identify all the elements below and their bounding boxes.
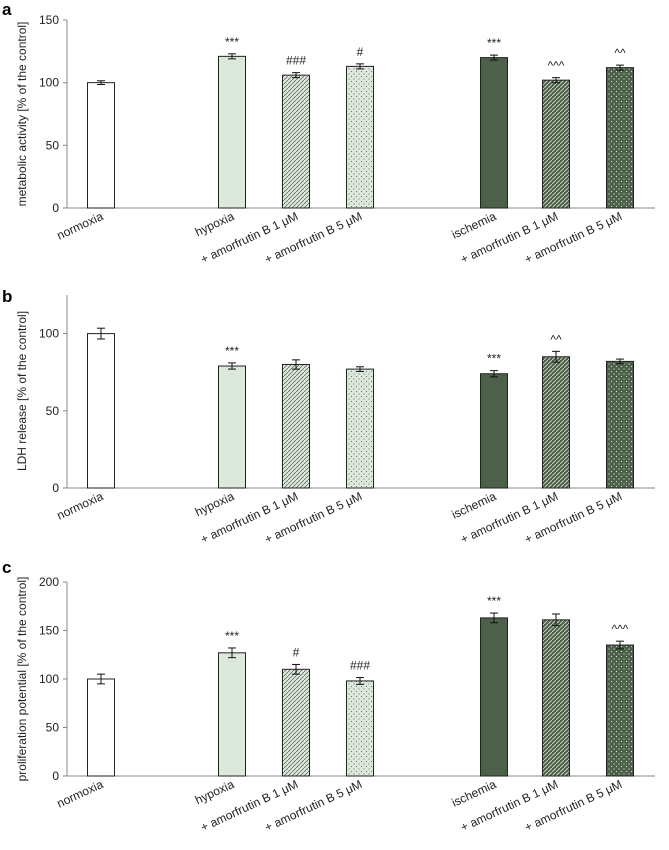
significance-label: ***: [487, 36, 501, 50]
bar: [218, 365, 246, 489]
y-tick-label: 150: [39, 624, 59, 638]
category-label: hypoxia: [193, 489, 237, 519]
bar: [480, 617, 508, 777]
y-axis-label: metabolic activity [% of the control]: [15, 22, 29, 207]
bar: [87, 82, 115, 209]
bar: [346, 368, 374, 489]
significance-label: ***: [225, 35, 239, 49]
category-label: normoxia: [55, 209, 106, 243]
category-label: ischemia: [449, 489, 498, 522]
panel-label: b: [2, 287, 12, 306]
chart-panel-b: b 0 50 100 LDH release [% of the control] nor…: [2, 287, 655, 546]
bar: [606, 67, 634, 209]
bar: [87, 333, 115, 489]
significance-label: ^^^: [612, 622, 629, 636]
category-label: ischemia: [449, 209, 498, 242]
significance-label: ***: [225, 629, 239, 643]
y-tick-label: 200: [39, 575, 59, 589]
chart-panel-a: a 0 50 100 150 metabolic activity [% of the c…: [2, 0, 655, 266]
bar: [606, 644, 634, 777]
significance-label: ***: [225, 344, 239, 358]
bar: [282, 668, 310, 777]
y-axis-label: proliferation potential [% of the contro…: [15, 577, 29, 782]
chart-panel-c: c 0 50 100 150 200 proliferation potential [% …: [2, 558, 655, 834]
significance-label: ###: [350, 659, 370, 673]
y-tick-label: 150: [39, 13, 59, 27]
y-tick-label: 50: [46, 404, 60, 418]
significance-label: ***: [487, 594, 501, 608]
y-tick-label: 0: [52, 769, 59, 783]
significance-label: #: [293, 645, 300, 659]
bar: [87, 678, 115, 777]
y-tick-label: 0: [52, 481, 59, 495]
bar: [346, 65, 374, 209]
significance-label: ^^^: [548, 59, 565, 73]
significance-label: #: [357, 45, 364, 59]
bar: [346, 680, 374, 777]
y-axis-label: LDH release [% of the control]: [15, 311, 29, 471]
y-tick-label: 50: [46, 138, 60, 152]
panel-label: a: [2, 0, 12, 19]
bar: [542, 79, 570, 209]
y-tick-label: 100: [39, 327, 59, 341]
category-label: hypoxia: [193, 209, 237, 239]
bar: [480, 57, 508, 209]
significance-label: ^^: [614, 46, 626, 60]
bar: [218, 55, 246, 209]
bar: [218, 652, 246, 777]
bar: [542, 619, 570, 777]
significance-label: ***: [487, 352, 501, 366]
y-tick-label: 0: [52, 201, 59, 215]
bar: [282, 363, 310, 489]
category-label: normoxia: [55, 777, 106, 811]
bar: [282, 74, 310, 209]
figure-panels: a 0 50 100 150 metabolic activity [% of the c…: [2, 0, 655, 834]
y-tick-label: 50: [46, 721, 60, 735]
category-label: normoxia: [55, 489, 106, 523]
y-tick-label: 100: [39, 672, 59, 686]
category-label: hypoxia: [193, 777, 237, 807]
category-label: ischemia: [449, 777, 498, 810]
bar: [542, 356, 570, 489]
bar: [480, 373, 508, 489]
significance-label: ###: [286, 54, 306, 68]
significance-label: ^^: [550, 332, 562, 346]
y-tick-label: 100: [39, 76, 59, 90]
panel-label: c: [2, 558, 11, 577]
bar: [606, 360, 634, 489]
